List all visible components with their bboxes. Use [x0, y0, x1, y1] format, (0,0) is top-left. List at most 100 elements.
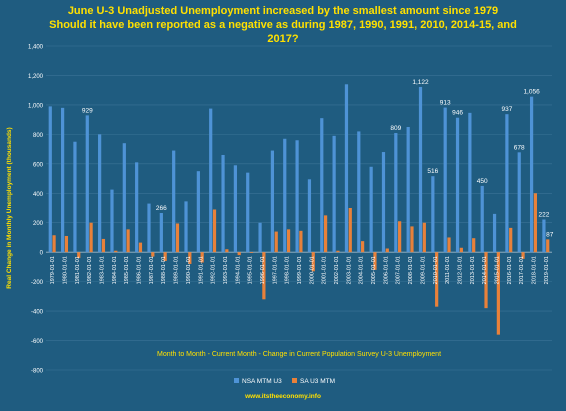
data-label: 913: [440, 100, 451, 107]
bar-nsa: [344, 84, 349, 253]
x-axis-label: Month to Month - Current Month - Change …: [157, 351, 441, 358]
chart-subtitle-line1: Should it have been reported as a negati…: [49, 19, 517, 31]
bar-sa: [311, 252, 315, 272]
y-axis-label: Real Change in Monthly Unemployment (tho…: [6, 127, 13, 288]
bar-nsa: [159, 213, 163, 253]
x-tick-label: 2016-01-01: [507, 256, 513, 284]
bar-sa: [114, 250, 118, 253]
bar-sa: [175, 223, 180, 253]
bar-nsa: [332, 135, 336, 253]
bar-nsa: [85, 115, 89, 253]
bar-sa: [77, 252, 81, 259]
bar-sa: [435, 252, 439, 307]
x-tick-label: 1996-01-01: [260, 256, 266, 284]
x-tick-label: 2010-01-01: [433, 256, 439, 284]
bar-sa: [299, 230, 303, 253]
y-tick-label: -600: [31, 339, 44, 345]
bar-nsa: [418, 86, 423, 253]
data-label: 1,056: [523, 89, 540, 96]
x-tick-label: 1986-01-01: [137, 256, 143, 284]
bar-sa: [509, 227, 513, 253]
x-tick-label: 1992-01-01: [211, 256, 217, 284]
bar-sa: [212, 209, 217, 253]
x-tick-label: 1989-01-01: [174, 256, 180, 284]
x-tick-label: 1991-01-01: [198, 256, 204, 284]
bar-sa: [521, 252, 525, 259]
bar-nsa: [492, 213, 497, 253]
x-tick-label: 2001-01-01: [322, 256, 328, 284]
bar-sa: [385, 248, 389, 253]
x-tick-label: 2015-01-01: [494, 256, 500, 284]
bar-sa: [151, 252, 155, 257]
data-label: 937: [501, 106, 512, 113]
bar-nsa: [443, 107, 447, 253]
data-label: 450: [477, 178, 488, 185]
x-tick-label: 1980-01-01: [63, 256, 69, 284]
x-tick-label: 1999-01-01: [297, 256, 303, 284]
bar-sa: [336, 250, 340, 253]
bar-nsa: [246, 172, 250, 253]
bar-nsa: [61, 107, 65, 253]
data-label: 266: [156, 205, 167, 212]
x-tick-label: 1993-01-01: [223, 256, 229, 284]
bar-sa: [323, 215, 328, 253]
data-label: 946: [452, 110, 463, 117]
x-tick-label: 2002-01-01: [334, 256, 340, 284]
bar-nsa: [184, 201, 188, 253]
bar-sa: [200, 252, 204, 263]
bar-sa: [126, 229, 130, 253]
bar-sa: [274, 231, 278, 253]
x-tick-label: 1987-01-01: [149, 256, 155, 284]
x-tick-label: 2006-01-01: [383, 256, 389, 284]
bar-nsa: [98, 134, 102, 253]
bar-sa: [89, 222, 93, 253]
bar-sa: [188, 252, 192, 264]
bar-sa: [138, 242, 143, 253]
bar-nsa: [357, 131, 361, 253]
bar-nsa: [221, 154, 225, 253]
bar-nsa: [48, 106, 52, 253]
legend-label: NSA MTM U3: [242, 378, 282, 385]
bar-sa: [286, 229, 291, 253]
x-tick-label: 1983-01-01: [100, 256, 106, 284]
bar-nsa: [295, 140, 299, 253]
y-tick-label: 1,200: [28, 74, 44, 80]
bar-nsa: [73, 141, 77, 253]
bar-nsa: [394, 133, 398, 253]
bar-sa: [373, 252, 377, 270]
y-tick-label: 800: [33, 133, 44, 139]
y-tick-label: 200: [33, 221, 44, 227]
bar-nsa: [233, 165, 237, 253]
bar-sa: [410, 226, 414, 253]
bar-nsa: [135, 162, 139, 253]
bar-sa: [546, 239, 550, 253]
data-label: 87: [546, 231, 554, 238]
x-tick-label: 1984-01-01: [112, 256, 118, 284]
chart-title: June U-3 Unadjusted Unemployment increas…: [68, 5, 498, 17]
x-tick-label: 1997-01-01: [272, 256, 278, 284]
x-tick-label: 1979-01-01: [50, 256, 56, 284]
bar-sa: [348, 208, 352, 253]
x-tick-label: 2004-01-01: [359, 256, 365, 284]
bar-sa: [472, 238, 476, 253]
x-tick-label: 1988-01-01: [161, 256, 167, 284]
data-label: 222: [538, 211, 549, 218]
bar-nsa: [110, 189, 114, 253]
bar-sa: [361, 241, 365, 253]
bar-nsa: [381, 152, 386, 253]
bar-nsa: [320, 118, 324, 253]
x-tick-label: 1990-01-01: [186, 256, 192, 284]
source-label: www.itstheeconomy.info: [244, 393, 321, 400]
bar-sa: [163, 252, 167, 262]
x-tick-label: 2005-01-01: [371, 256, 377, 284]
bar-nsa: [122, 143, 126, 253]
x-tick-label: 2000-01-01: [309, 256, 315, 284]
bar-nsa: [258, 222, 262, 253]
x-tick-label: 1982-01-01: [87, 256, 93, 284]
x-tick-label: 2014-01-01: [482, 256, 488, 284]
bar-sa: [459, 247, 463, 253]
bar-nsa: [147, 203, 151, 253]
data-label: 809: [390, 125, 401, 132]
bar-sa: [533, 193, 537, 253]
